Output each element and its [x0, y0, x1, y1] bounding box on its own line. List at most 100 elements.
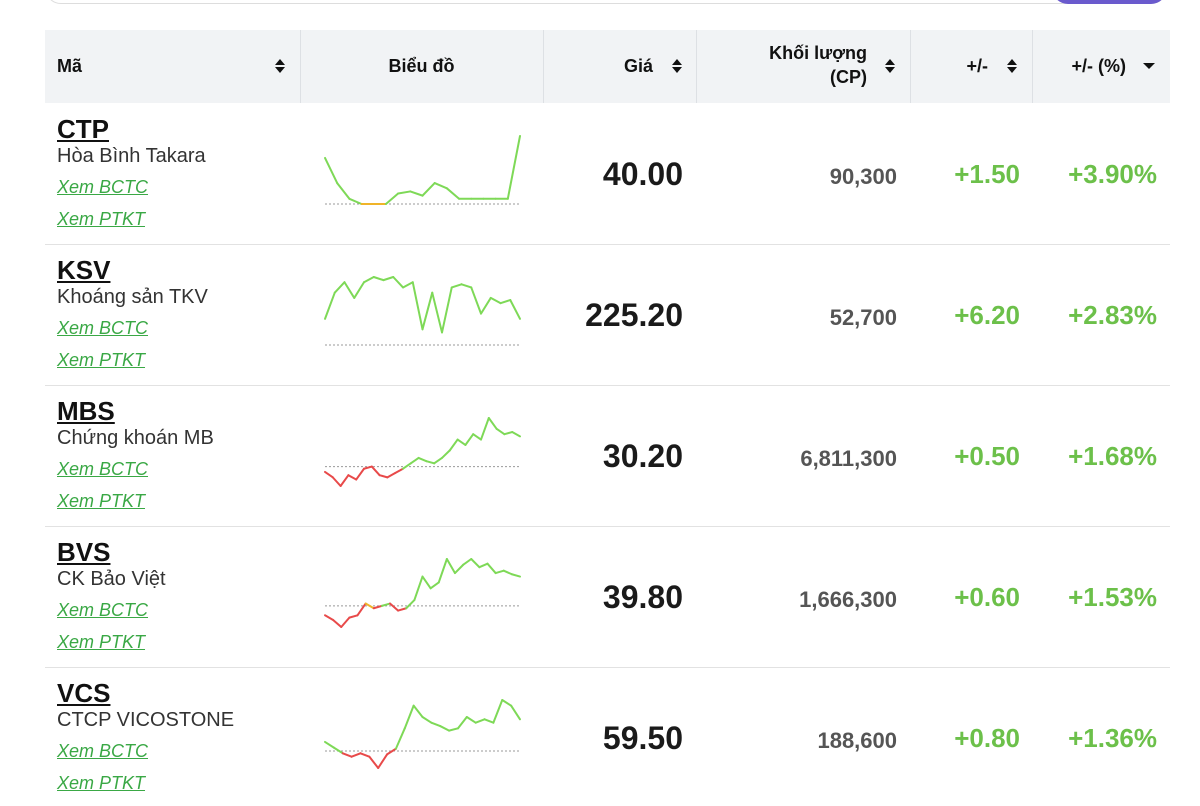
price: 225.20	[585, 297, 683, 333]
link[interactable]: Xem BCTC	[57, 741, 149, 761]
sparkline-segment	[324, 740, 335, 749]
sparkline-segment	[437, 558, 448, 584]
sparkline-segment	[421, 575, 432, 590]
sparkline-segment	[499, 299, 512, 305]
company-name: Khoáng sản TKV	[57, 286, 208, 308]
sparkline-segment	[421, 182, 436, 197]
column-header[interactable]: Mã	[57, 56, 83, 76]
sort-icon[interactable]	[670, 57, 684, 75]
sparkline-segment	[487, 417, 498, 430]
row-divider	[45, 385, 1170, 386]
sparkline-segment	[502, 569, 513, 576]
sparkline-segment	[510, 704, 521, 721]
sort-icon[interactable]	[1005, 57, 1019, 75]
sparkline-segment	[501, 699, 513, 707]
link[interactable]: Xem BCTC	[57, 318, 149, 338]
sort-icon[interactable]	[883, 57, 897, 75]
ticker[interactable]: KSV	[57, 255, 111, 285]
sparkline-segment	[412, 704, 424, 718]
sparkline-segment	[363, 465, 373, 470]
column-header[interactable]: Giá	[623, 56, 653, 76]
link[interactable]: Xem PTKT	[57, 209, 146, 229]
sparkline-segment	[411, 281, 424, 331]
link[interactable]: Xem PTKT	[57, 632, 146, 652]
search-button[interactable]	[1052, 0, 1167, 4]
change-percent: +3.90%	[1068, 159, 1157, 189]
sort-arrow	[672, 59, 682, 65]
sparkline-segment	[448, 438, 459, 452]
link[interactable]: Xem PTKT	[57, 350, 146, 370]
change-percent: +1.53%	[1068, 582, 1157, 612]
sparkline-segment	[474, 718, 486, 724]
sparkline-segment	[429, 581, 440, 590]
change: +0.50	[954, 441, 1020, 471]
sort-arrow	[1143, 63, 1155, 69]
volume: 1,666,300	[799, 587, 897, 612]
sort-arrow	[275, 67, 285, 73]
column-header[interactable]: (CP)	[830, 67, 867, 87]
price: 40.00	[602, 156, 683, 192]
sparkline-segment	[464, 433, 475, 446]
sparkline-segment	[433, 182, 448, 190]
sparkline-segment	[421, 291, 434, 331]
sparkline-segment	[492, 699, 504, 724]
sparkline-segment	[454, 563, 465, 575]
ticker[interactable]: MBS	[57, 396, 115, 426]
sort-icon[interactable]	[1142, 57, 1156, 75]
sparkline-segment	[386, 472, 397, 479]
sort-arrow	[1007, 59, 1017, 65]
sparkline-segment	[494, 569, 505, 575]
sparkline-segment	[397, 190, 412, 195]
change-percent: +1.36%	[1068, 723, 1157, 753]
link[interactable]: Xem BCTC	[57, 459, 149, 479]
sparkline-segment	[324, 291, 336, 320]
volume: 90,300	[829, 164, 897, 189]
sparkline	[324, 276, 521, 346]
sparkline-segment	[359, 752, 371, 758]
link[interactable]: Xem BCTC	[57, 177, 149, 197]
sparkline-segment	[470, 558, 481, 569]
sparkline-segment	[448, 727, 459, 732]
sort-arrow	[885, 59, 895, 65]
sparkline-segment	[409, 456, 420, 465]
sparkline-segment	[439, 725, 451, 732]
sparkline-segment	[370, 465, 381, 477]
volume: 6,811,300	[800, 446, 897, 471]
sparkline-segment	[445, 187, 461, 200]
sparkline-segment	[456, 438, 467, 446]
sparkline-segment	[353, 281, 365, 299]
sparkline-segment	[431, 291, 443, 334]
column-header[interactable]: Khối lượng	[769, 43, 867, 63]
sparkline-segment	[378, 474, 389, 479]
sparkline-segment	[456, 716, 468, 730]
row-divider	[45, 244, 1170, 245]
sparkline-segment	[409, 190, 424, 197]
sparkline-segment	[372, 604, 383, 610]
sparkline-segment	[441, 286, 453, 334]
link[interactable]: Xem PTKT	[57, 491, 146, 511]
column-header[interactable]: +/- (%)	[1071, 56, 1126, 76]
sparkline-segment	[450, 283, 463, 289]
sparkline-segment	[480, 417, 490, 441]
table-header	[45, 30, 1170, 103]
sort-icon[interactable]	[273, 57, 287, 75]
ticker[interactable]: VCS	[57, 678, 111, 708]
sparkline-segment	[433, 456, 443, 465]
sparkline-segment	[511, 431, 521, 438]
search-bar[interactable]	[45, 0, 1167, 4]
sparkline-segment	[478, 562, 489, 569]
sort-arrow	[275, 59, 285, 65]
company-name: CTCP VICOSTONE	[57, 709, 235, 731]
sparkline-segment	[403, 704, 415, 730]
sparkline-segment	[480, 296, 492, 315]
column-header: Biểu đồ	[388, 56, 455, 76]
link[interactable]: Xem PTKT	[57, 773, 146, 793]
sort-arrow	[672, 67, 682, 73]
column-header[interactable]: +/-	[966, 56, 988, 76]
ticker[interactable]: BVS	[57, 537, 111, 567]
sparkline-segment	[430, 721, 442, 728]
ticker[interactable]: CTP	[57, 114, 109, 144]
link[interactable]: Xem BCTC	[57, 600, 149, 620]
